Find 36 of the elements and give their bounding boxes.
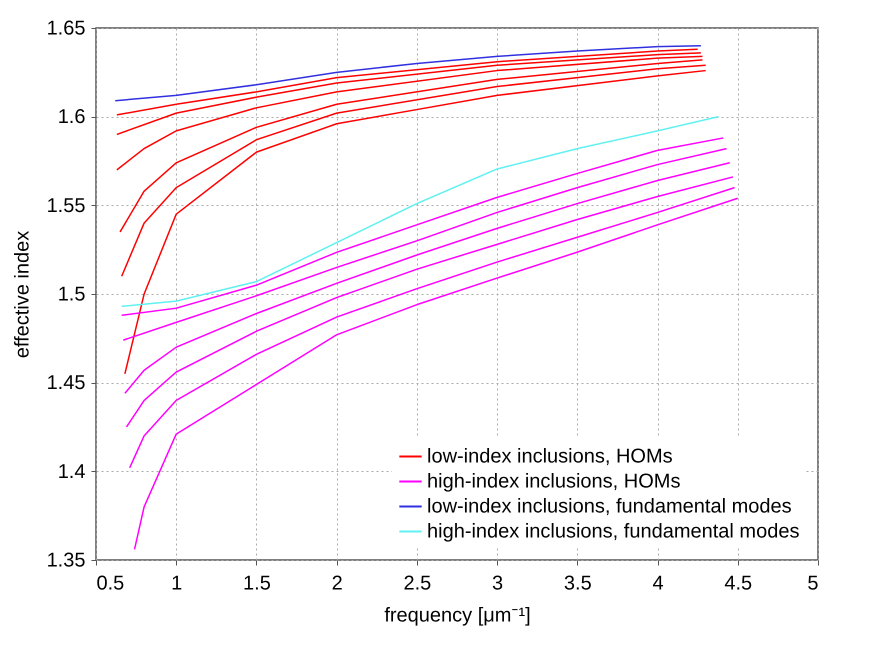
x-tick-label: 5 <box>807 572 818 594</box>
line-series <box>128 186 736 469</box>
y-tick-label: 1.4 <box>58 460 86 483</box>
line-series <box>116 52 702 136</box>
x-tick-label: 2.5 <box>403 572 432 594</box>
line-series <box>120 64 706 278</box>
legend-label: high-index inclusions, HOMs <box>427 470 680 492</box>
x-tick-label: 3 <box>492 572 504 594</box>
x-tick-label: 4.5 <box>724 572 752 594</box>
line-series <box>126 176 734 428</box>
x-tick-label: 1.5 <box>243 572 271 594</box>
y-tick-label: 1.35 <box>46 550 86 572</box>
y-tick-label: 1.5 <box>58 284 86 306</box>
line-series <box>120 137 724 316</box>
line-series <box>119 59 704 233</box>
y-axis-title: effective index <box>12 230 34 358</box>
x-tick-label: 3.5 <box>564 572 592 594</box>
x-tick-label: 4 <box>652 572 664 594</box>
legend-label: low-index inclusions, fundamental modes <box>427 496 792 518</box>
x-tick-label: 2 <box>332 572 343 594</box>
line-series <box>122 148 728 341</box>
y-tick-label: 1.45 <box>46 372 86 394</box>
y-tick-label: 1.55 <box>46 194 86 217</box>
line-series <box>114 44 702 102</box>
legend-label: low-index inclusions, HOMs <box>427 446 673 468</box>
x-tick-label: 1 <box>171 572 182 594</box>
line-series <box>116 56 704 171</box>
y-tick-label: 1.6 <box>58 106 86 128</box>
line-series <box>120 116 720 308</box>
line-series <box>124 162 731 394</box>
line-series <box>116 48 698 116</box>
legend-label: high-index inclusions, fundamental modes <box>427 520 800 542</box>
line-series <box>124 70 706 375</box>
x-tick-label: 0.5 <box>96 572 124 594</box>
x-axis-title: frequency [μm⁻¹] <box>384 604 531 626</box>
y-tick-label: 1.65 <box>46 18 86 40</box>
